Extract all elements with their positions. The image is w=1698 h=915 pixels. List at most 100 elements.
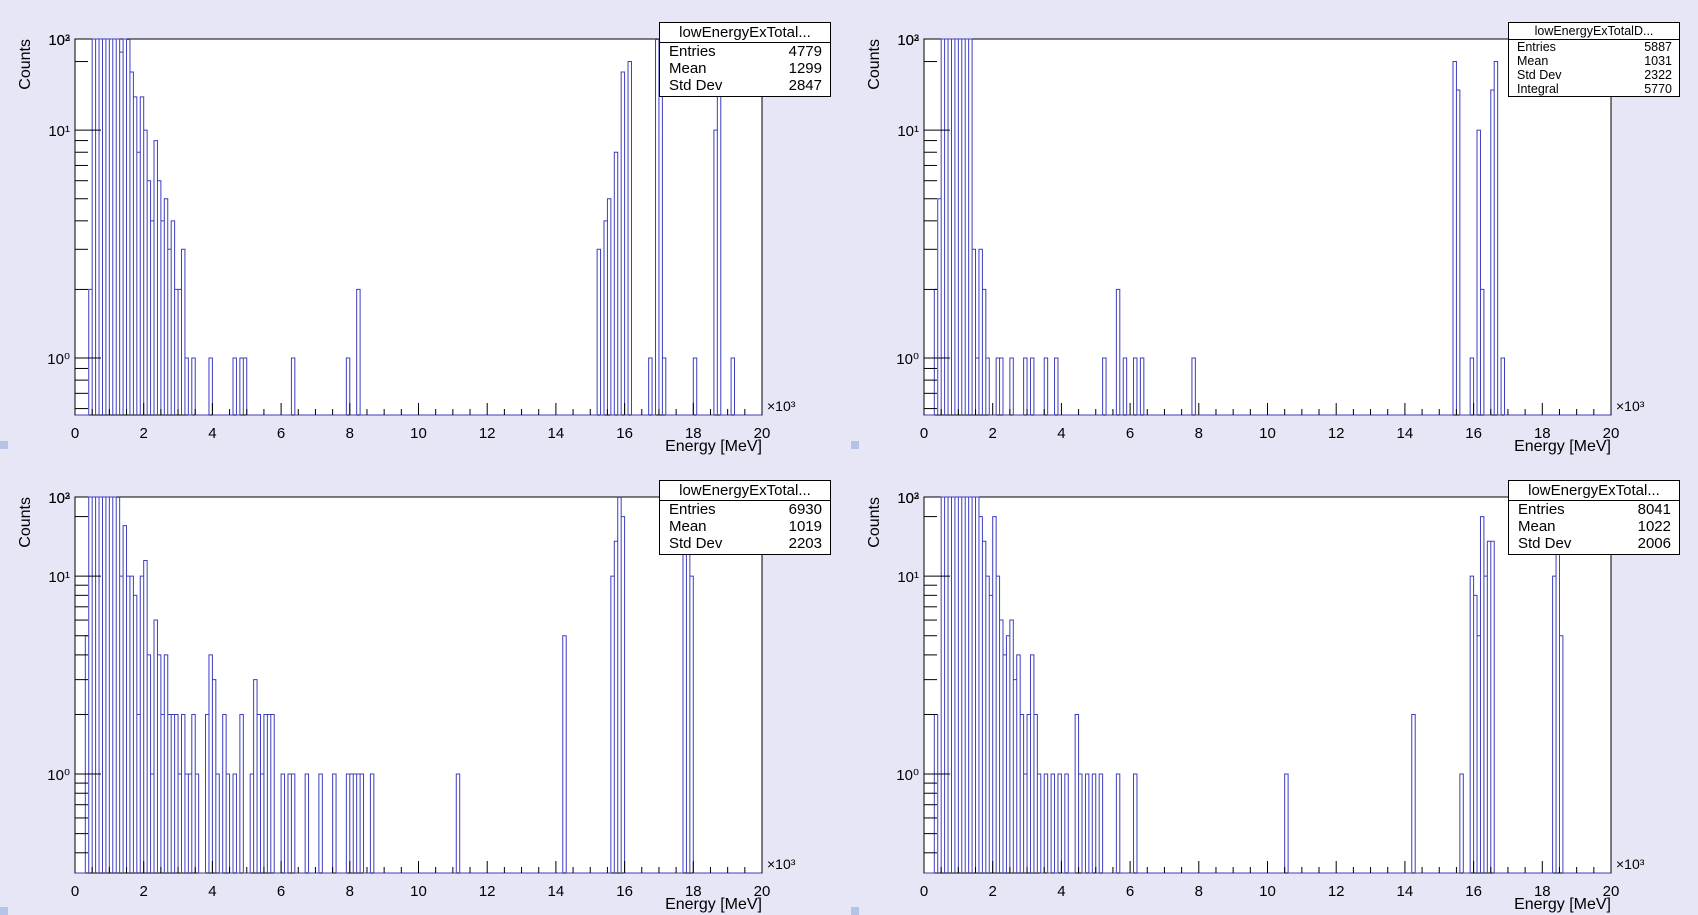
pad-resize-handle[interactable] <box>0 907 8 915</box>
stats-label: Entries <box>669 43 716 60</box>
x-axis-title: Energy [MeV] <box>665 438 762 455</box>
stats-value: 5770 <box>1644 82 1672 96</box>
stats-title: lowEnergyExTotalD... <box>1509 23 1679 40</box>
x-tick-label: 20 <box>1603 883 1620 900</box>
stats-value: 2847 <box>788 77 822 94</box>
stats-row: Entries 4779 <box>660 43 830 60</box>
y-tick-label: 10¹ <box>897 569 919 586</box>
stats-title: lowEnergyExTotal... <box>660 481 830 501</box>
stats-box[interactable]: lowEnergyExTotal... Entries 6930 Mean 1019 St… <box>659 480 831 555</box>
x-tick-label: 14 <box>548 883 565 900</box>
stats-value: 5887 <box>1644 40 1672 54</box>
x-tick-label: 0 <box>71 883 79 900</box>
histogram-pad-top-left: 0 2 4 6 8 10 12 14 16 18 20 10⁰ 10¹ 10² 10³ Energy [MeV… <box>0 0 849 457</box>
y-tick-label: 10⁰ <box>47 351 70 368</box>
stats-label: Mean <box>669 518 707 535</box>
stats-value: 2322 <box>1644 68 1672 82</box>
pad-resize-handle[interactable] <box>0 441 8 449</box>
stats-value: 8041 <box>1637 501 1671 518</box>
histogram-series <box>924 38 1611 416</box>
stats-row: Mean 1031 <box>1509 54 1679 68</box>
x-tick-label: 2 <box>989 883 997 900</box>
x-tick-label: 10 <box>1259 883 1276 900</box>
histogram-pad-top-right: 0 2 4 6 8 10 12 14 16 18 20 10⁰ 10¹ 10² 10³ Energy [MeV… <box>849 0 1698 457</box>
y-axis-title: Counts <box>17 497 34 548</box>
x-tick-label: 20 <box>754 883 771 900</box>
stats-row: Mean 1019 <box>660 518 830 535</box>
x-tick-label: 2 <box>989 425 997 442</box>
y-axis-title: Counts <box>17 39 34 90</box>
x-tick-label: 18 <box>1534 425 1551 442</box>
stats-box[interactable]: lowEnergyExTotal... Entries 8041 Mean 1022 St… <box>1508 480 1680 555</box>
x-tick-label: 2 <box>140 425 148 442</box>
x-tick-label: 6 <box>1126 425 1134 442</box>
stats-row: Integral 5770 <box>1509 82 1679 96</box>
x-tick-label: 6 <box>277 883 285 900</box>
histogram-series <box>924 496 1611 874</box>
y-tick-label: 10² <box>48 490 70 507</box>
stats-label: Entries <box>669 501 716 518</box>
x-tick-label: 16 <box>1465 883 1482 900</box>
histogram-pad-bottom-right: 0 2 4 6 8 10 12 14 16 18 20 10⁰ 10¹ 10² 10³ Energy [MeV… <box>849 458 1698 915</box>
stats-label: Std Dev <box>1517 68 1562 82</box>
y-tick-label: 10¹ <box>48 569 70 586</box>
x-tick-label: 0 <box>920 425 928 442</box>
plot-frame <box>923 38 1612 416</box>
y-tick-label: 10¹ <box>48 123 70 140</box>
pad-resize-handle[interactable] <box>851 441 859 449</box>
x-tick-label: 12 <box>479 883 496 900</box>
stats-row: Mean 1022 <box>1509 518 1679 535</box>
stats-title: lowEnergyExTotal... <box>660 23 830 43</box>
x-tick-label: 10 <box>410 425 427 442</box>
x-tick-label: 10 <box>1259 425 1276 442</box>
y-tick-label: 10¹ <box>897 123 919 140</box>
x-tick-label: 18 <box>685 883 702 900</box>
histogram-series <box>75 38 762 416</box>
x-tick-label: 6 <box>1126 883 1134 900</box>
stats-value: 1031 <box>1644 54 1672 68</box>
x-tick-label: 18 <box>685 425 702 442</box>
x-tick-label: 4 <box>1057 883 1065 900</box>
y-tick-label: 10⁰ <box>47 767 70 784</box>
stats-label: Entries <box>1517 40 1556 54</box>
x-tick-label: 4 <box>208 425 216 442</box>
x-axis-multiplier: ×10³ <box>767 398 796 414</box>
x-tick-label: 18 <box>1534 883 1551 900</box>
y-tick-label: 10³ <box>897 32 919 49</box>
stats-label: Mean <box>1518 518 1556 535</box>
stats-value: 1299 <box>788 60 822 77</box>
x-axis-title: Energy [MeV] <box>1514 896 1611 913</box>
stats-label: Mean <box>1517 54 1549 68</box>
y-axis-title: Counts <box>866 497 883 548</box>
y-axis-title: Counts <box>866 39 883 90</box>
stats-box[interactable]: lowEnergyExTotalD... Entries 5887 Mean 1031 S… <box>1508 22 1680 97</box>
x-tick-label: 0 <box>71 425 79 442</box>
pad-resize-handle[interactable] <box>851 907 859 915</box>
plot-frame <box>923 496 1612 874</box>
stats-label: Entries <box>1518 501 1565 518</box>
x-tick-label: 14 <box>548 425 565 442</box>
stats-row: Std Dev 2203 <box>660 535 830 552</box>
x-tick-label: 12 <box>1328 883 1345 900</box>
y-tick-label: 10² <box>897 490 919 507</box>
stats-box[interactable]: lowEnergyExTotal... Entries 4779 Mean 1299 St… <box>659 22 831 97</box>
x-tick-label: 0 <box>920 883 928 900</box>
stats-label: Std Dev <box>669 77 723 94</box>
x-tick-label: 6 <box>277 425 285 442</box>
y-tick-label: 10³ <box>48 32 70 49</box>
x-tick-label: 16 <box>616 425 633 442</box>
stats-row: Std Dev 2006 <box>1509 535 1679 552</box>
x-tick-label: 2 <box>140 883 148 900</box>
stats-label: Integral <box>1517 82 1559 96</box>
x-tick-label: 10 <box>410 883 427 900</box>
y-tick-label: 10⁰ <box>896 351 919 368</box>
stats-value: 4779 <box>788 43 822 60</box>
x-tick-label: 12 <box>1328 425 1345 442</box>
histogram-series <box>75 496 762 874</box>
stats-label: Std Dev <box>1518 535 1572 552</box>
stats-row: Mean 1299 <box>660 60 830 77</box>
